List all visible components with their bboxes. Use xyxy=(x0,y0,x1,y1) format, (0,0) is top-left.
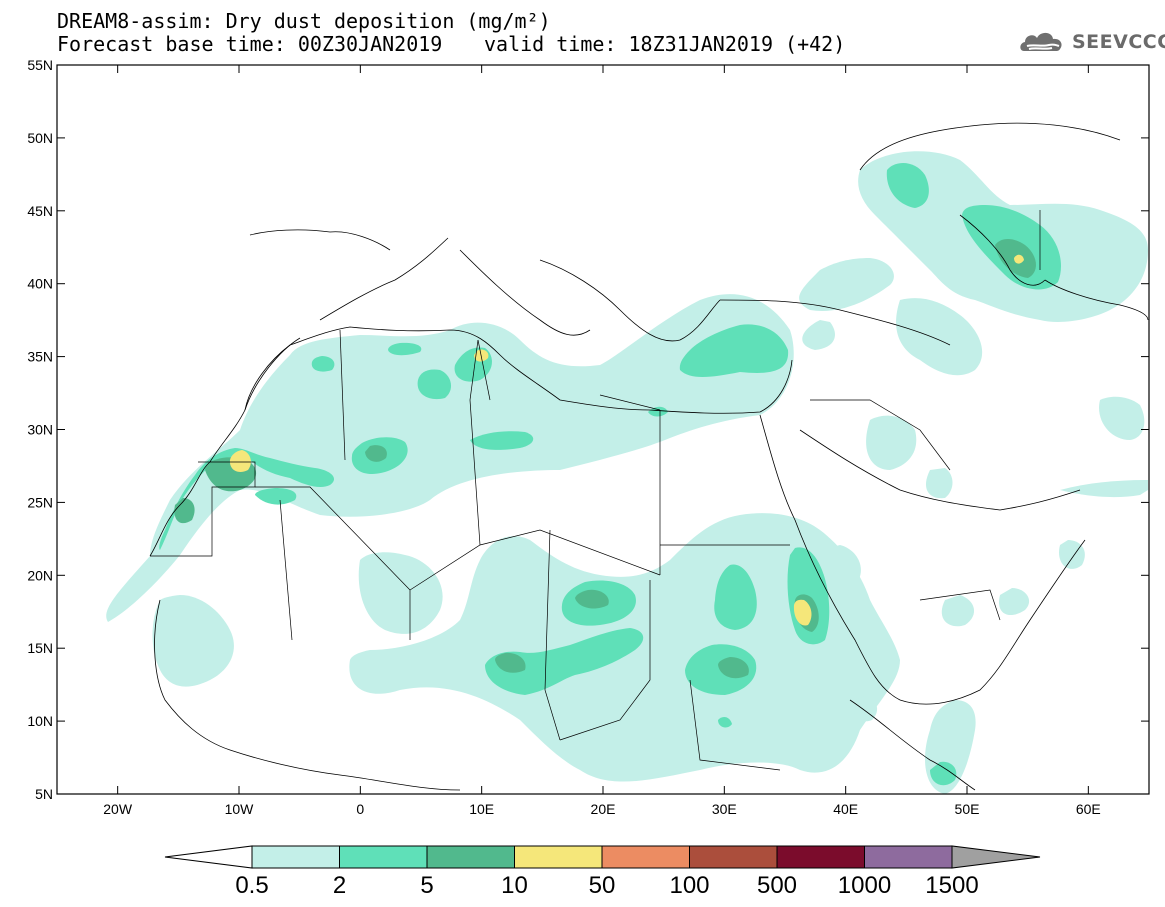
lat-label: 10N xyxy=(27,713,53,729)
lon-label: 0 xyxy=(356,801,364,817)
colorbar-over-arrow xyxy=(951,845,1041,869)
colorbar-label: 500 xyxy=(757,872,797,899)
colorbar-swatch xyxy=(514,845,603,869)
lon-label: 40E xyxy=(833,801,858,817)
valid-time: valid time: 18Z31JAN2019 (+42) xyxy=(484,32,846,56)
lat-label: 30N xyxy=(27,422,53,438)
lon-label: 50E xyxy=(955,801,980,817)
map-title: DREAM8-assim: Dry dust deposition (mg/m²… xyxy=(57,9,551,33)
deposition-level-4 xyxy=(229,254,1024,626)
colorbar-swatch xyxy=(689,845,778,869)
lat-label: 40N xyxy=(27,276,53,292)
colorbar-label: 10 xyxy=(501,872,528,899)
forecast-base-time: Forecast base time: 00Z30JAN2019 xyxy=(57,32,443,56)
lat-label: 50N xyxy=(27,130,53,146)
colorbar-label: 1500 xyxy=(925,872,978,899)
colorbar-swatch xyxy=(251,845,340,869)
colorbar-swatch xyxy=(339,845,428,869)
seevccc-logo: SEEVCCC xyxy=(1018,27,1165,57)
colorbar-label: 1000 xyxy=(838,872,891,899)
lat-label: 20N xyxy=(27,567,53,583)
lon-label: 10W xyxy=(225,801,255,817)
colorbar: 0.5 2 5 10 50 100 500 1000 1500 xyxy=(164,845,1041,899)
colorbar-swatch xyxy=(601,845,690,869)
deposition-level-1 xyxy=(106,151,1148,794)
lon-label: 30E xyxy=(712,801,737,817)
colorbar-label: 100 xyxy=(669,872,709,899)
country-borders xyxy=(150,210,1041,771)
lon-label: 20W xyxy=(103,801,133,817)
lat-label: 25N xyxy=(27,494,53,510)
colorbar-label: 0.5 xyxy=(235,872,268,899)
colorbar-under-arrow xyxy=(164,845,253,869)
longitude-axis: 20W 10W 0 10E 20E 30E 40E 50E 60E xyxy=(103,65,1101,817)
lat-label: 15N xyxy=(27,640,53,656)
lat-label: 55N xyxy=(27,57,53,73)
colorbar-label: 50 xyxy=(589,872,616,899)
colorbar-swatch xyxy=(426,845,515,869)
lon-label: 20E xyxy=(591,801,616,817)
lat-label: 45N xyxy=(27,203,53,219)
latitude-axis: 55N 50N 45N 40N 35N 30N 25N 20N 15N 10N 5N xyxy=(27,57,1149,802)
lon-label: 10E xyxy=(469,801,494,817)
lon-label: 60E xyxy=(1076,801,1101,817)
colorbar-swatch xyxy=(864,845,953,869)
colorbar-swatch xyxy=(776,845,865,869)
lat-label: 35N xyxy=(27,349,53,365)
colorbar-label: 2 xyxy=(333,872,346,899)
colorbar-label: 5 xyxy=(420,872,433,899)
dust-field xyxy=(106,151,1148,794)
logo-text: SEEVCCC xyxy=(1072,31,1165,53)
lat-label: 5N xyxy=(35,786,53,802)
cloud-logo-icon xyxy=(1020,32,1062,51)
